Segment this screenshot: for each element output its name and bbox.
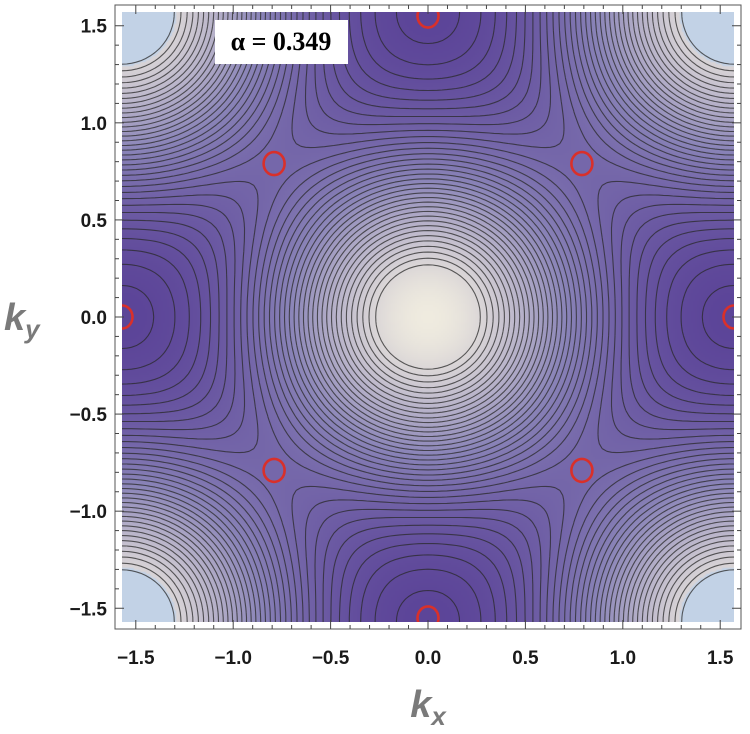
- contour-line-26: [122, 12, 734, 622]
- x-tick-label: 0.0: [415, 648, 441, 669]
- contour-line-23: [122, 12, 734, 622]
- contour-line-43: [122, 12, 734, 622]
- tick-labels: −1.5 −1.0 −0.5 0.0 0.5 1.0 1.5 −1.5 −1.0 −0.5 0.0 0…: [69, 17, 733, 669]
- y-tick-label: 0.0: [81, 308, 107, 329]
- contour-line-24: [122, 12, 734, 622]
- minimum-marker-2: [570, 150, 594, 177]
- y-tick-label: 0.5: [81, 211, 108, 232]
- minimum-marker-3: [122, 304, 134, 330]
- contour-line-39: [122, 12, 734, 622]
- contour-line-21: [122, 12, 734, 622]
- annotation-box: α = 0.349: [215, 20, 348, 64]
- contour-line-31: [122, 12, 734, 622]
- y-tick-label: 1.5: [81, 17, 108, 38]
- contour-line-28: [122, 12, 734, 622]
- contour-line-14: [122, 12, 734, 622]
- contour-line-12: [122, 12, 734, 622]
- x-axis-title-main: k: [410, 684, 433, 726]
- contour-line-10: [122, 12, 734, 622]
- svg-text:ky: ky: [4, 297, 41, 344]
- x-axis-title-sub: x: [429, 701, 447, 729]
- y-tick-label: −0.5: [69, 405, 107, 426]
- contour-line-29: [122, 12, 734, 622]
- contour-line-9: [122, 12, 734, 622]
- contour-line-32: [122, 12, 734, 622]
- minima-markers: [122, 12, 734, 622]
- x-axis-title: kx: [410, 684, 447, 731]
- contour-line-25: [122, 12, 734, 622]
- x-tick-label: −0.5: [312, 648, 350, 669]
- x-tick-label: 0.5: [512, 648, 539, 669]
- minimum-marker-6: [570, 457, 594, 484]
- contour-line-35: [122, 12, 734, 622]
- contour-line-15: [122, 12, 734, 622]
- contour-heatmap: [122, 12, 734, 622]
- contour-line-30: [122, 12, 734, 622]
- contour-line-11: [122, 12, 734, 622]
- contour-line-16: [122, 12, 734, 622]
- contour-line-33: [122, 12, 734, 622]
- y-axis-title-sub: y: [23, 314, 41, 344]
- contour-line-13: [122, 12, 734, 622]
- y-axis-title: ky: [4, 297, 41, 344]
- axis-ticks: [115, 5, 741, 629]
- contour-line-17: [122, 12, 734, 622]
- minimum-marker-7: [416, 605, 440, 622]
- annotation-text: α = 0.349: [231, 27, 332, 56]
- contour-line-36: [122, 12, 734, 622]
- contour-line-22: [122, 12, 734, 622]
- contour-line-37: [122, 12, 734, 622]
- minimum-marker-5: [262, 457, 286, 484]
- plot-area: [122, 12, 734, 622]
- minimum-marker-1: [262, 150, 286, 177]
- contour-line-42: [122, 12, 734, 622]
- contour-lines: [122, 12, 734, 622]
- contour-line-41: [122, 12, 734, 622]
- x-tick-label: 1.0: [610, 648, 636, 669]
- contour-line-19: [122, 12, 734, 622]
- contour-line-27: [122, 12, 734, 622]
- y-tick-label: −1.0: [69, 502, 107, 523]
- x-tick-label: −1.5: [117, 648, 155, 669]
- minimum-marker-0: [416, 12, 440, 29]
- x-tick-label: −1.0: [214, 648, 252, 669]
- y-tick-label: −1.5: [69, 599, 107, 620]
- svg-text:kx: kx: [410, 684, 447, 729]
- y-axis-title-main: k: [4, 297, 27, 339]
- contour-line-40: [122, 12, 734, 622]
- y-tick-label: 1.0: [81, 114, 107, 135]
- minimum-marker-4: [722, 304, 734, 330]
- contour-line-38: [122, 12, 734, 622]
- contour-line-18: [122, 12, 734, 622]
- contour-line-34: [122, 12, 734, 622]
- contour-line-20: [122, 12, 734, 622]
- x-tick-label: 1.5: [707, 648, 734, 669]
